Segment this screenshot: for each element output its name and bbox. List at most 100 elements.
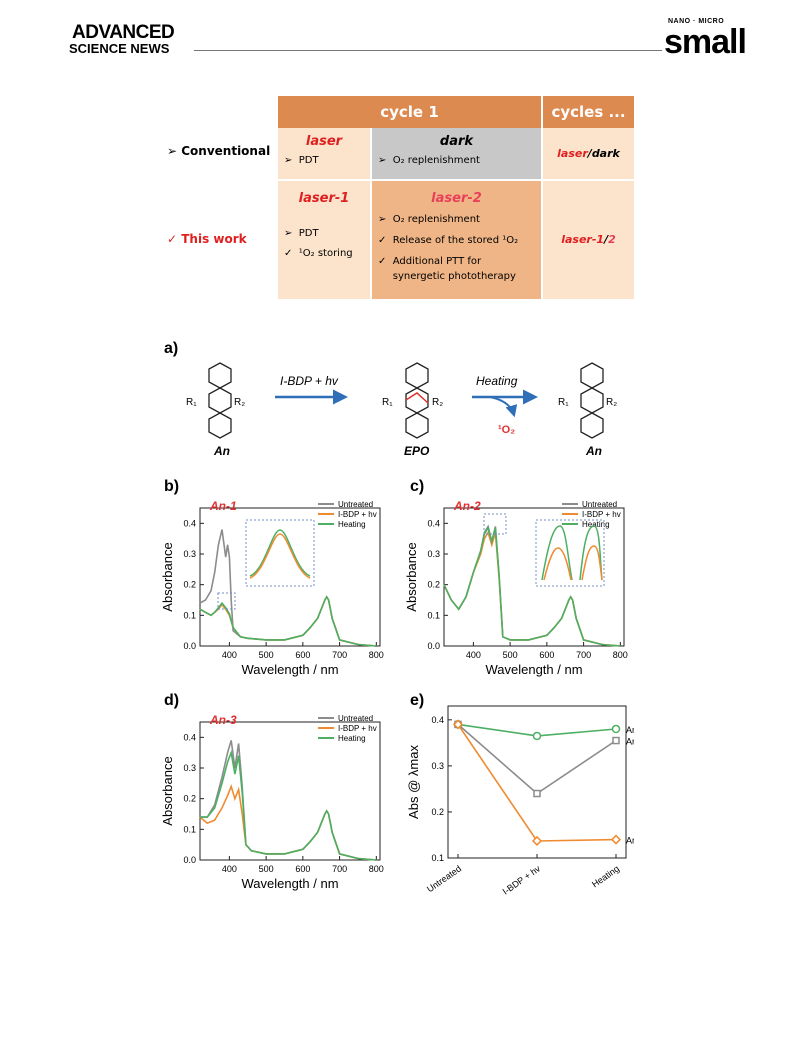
legend-entry: Heating (338, 734, 366, 743)
series-label-an-2: An-2 (626, 725, 634, 735)
y-tick-label: 0.2 (431, 807, 444, 817)
data-point-an-2 (611, 724, 621, 734)
y-tick-label: 0.2 (183, 580, 196, 590)
x-tick-label: 400 (466, 650, 481, 660)
y-tick-label: 0.1 (427, 610, 440, 620)
inset-heating-curve (541, 525, 603, 581)
series-label-an-1: An-1 (626, 836, 634, 846)
x-tick-label: 600 (295, 650, 310, 660)
y-axis-label: Absorbance (160, 542, 175, 611)
laser-2-item-ptt: ✓ Additional PTT for synergetic photothe… (378, 256, 516, 282)
chart-panel-e: 0.1 0.2 0.3 0.4 Untreated I-BDP + hv Heating Ab… (406, 705, 634, 897)
journal-logo-nano-micro: NANO · MICRO (668, 18, 725, 25)
zoom-box (483, 513, 507, 535)
inset-irradiated-curve (249, 533, 311, 579)
header-cycle-1: cycle 1 (278, 96, 541, 128)
cell-laser-2: laser-2 ➢ O₂ replenishment ✓ Release of … (372, 181, 541, 299)
y-tick-label: 0.1 (183, 610, 196, 620)
y-tick-label: 0.0 (427, 641, 440, 651)
x-axis-label: Wavelength / nm (485, 662, 582, 677)
legend-entry: I-BDP + hv (582, 510, 621, 519)
arrow-1-label: I-BDP + hv (280, 374, 339, 388)
journal-logo-science-news: SCIENCE NEWS (69, 41, 170, 56)
plot-frame (199, 721, 381, 861)
r2-label-2: R₂ (432, 397, 443, 408)
series-line-untreated (200, 740, 377, 861)
y-tick-label: 0.3 (183, 549, 196, 559)
data-point-an-1 (610, 834, 622, 845)
header-rule (194, 50, 662, 51)
x-tick-label: 700 (332, 650, 347, 660)
row-label-this-work: ✓ This work (167, 232, 247, 246)
released-singlet-oxygen: ¹O₂ (498, 424, 515, 436)
laser-2-title: laser-2 (431, 191, 482, 206)
x-tick-label: 800 (369, 864, 384, 874)
y-axis-label: Absorbance (160, 756, 175, 825)
series-line-heating (199, 595, 377, 647)
x-tick-label: 400 (222, 864, 237, 874)
x-tick-label: 700 (332, 864, 347, 874)
r2-label-3: R₂ (606, 397, 617, 408)
reaction-scheme: R₁ R₂ An I-BDP + hv R₁ R₂ EPO Heating ¹O… (186, 362, 617, 458)
data-point-an-1 (531, 835, 543, 847)
y-tick-label: 0.2 (183, 794, 196, 804)
y-tick-label: 0.1 (431, 853, 444, 863)
legend-entry: Heating (582, 520, 610, 529)
inset-irradiated-curve (543, 545, 603, 581)
legend-entry: Heating (338, 520, 366, 529)
anthracene-structure-2 (580, 362, 604, 439)
r1-label-1: R₁ (186, 397, 197, 408)
data-point-an-1 (452, 719, 464, 730)
inset-box (245, 519, 315, 587)
x-tick-label: 800 (369, 650, 384, 660)
laser-1-item-pdt: ➢ PDT (284, 228, 319, 239)
legend-entry: Untreated (338, 500, 373, 509)
x-tick-label: 500 (259, 650, 274, 660)
release-arrow (489, 396, 518, 418)
laser-item: ➢ PDT (284, 155, 319, 166)
y-tick-label: 0.4 (183, 518, 196, 528)
plot-frame (199, 507, 381, 647)
x-tick-label: 400 (222, 650, 237, 660)
chart-title: An-1 (209, 499, 237, 513)
laser-title: laser (305, 134, 343, 149)
legend-entry: Untreated (338, 714, 373, 723)
x-tick-label: 600 (295, 864, 310, 874)
cell-cycles-this-work: laser-1/2 (543, 181, 634, 299)
x-tick-label: 700 (576, 650, 591, 660)
legend-entry: I-BDP + hv (338, 724, 377, 733)
dark-item: ➢ O₂ replenishment (378, 155, 480, 166)
cell-cycles-conventional: laser/dark (543, 128, 634, 179)
panel-label-d: d) (164, 692, 180, 709)
cell-laser: laser ➢ PDT (278, 128, 370, 179)
anthracene-structure-1 (208, 362, 232, 439)
panel-label-e: e) (410, 692, 425, 709)
series-line-i-bdp-hv (443, 530, 621, 647)
series-line-untreated (199, 529, 377, 647)
data-point-an-3 (612, 736, 620, 745)
journal-logo-small: small (664, 23, 747, 61)
chart-title: An-3 (209, 713, 237, 727)
series-label-an-3: An-3 (626, 737, 634, 747)
y-tick-label: 0.0 (183, 855, 196, 865)
x-axis-label: Wavelength / nm (241, 876, 338, 891)
panel-label-b: b) (164, 478, 180, 495)
inset-box (535, 519, 605, 587)
molecule-label-epo: EPO (404, 444, 430, 458)
y-axis-label: Absorbance (404, 542, 419, 611)
header-cycles: cycles ... (543, 96, 634, 128)
x-axis-label: Wavelength / nm (241, 662, 338, 677)
dark-title: dark (439, 134, 474, 149)
y-tick-label: 0.3 (427, 549, 440, 559)
x-tick-label: 600 (539, 650, 554, 660)
molecule-label-an-2: An (585, 444, 602, 458)
y-tick-label: 0.3 (183, 763, 196, 773)
x-tick-label: 500 (259, 864, 274, 874)
zoom-box (217, 592, 236, 610)
x-tick-label: Untreated (425, 863, 463, 894)
x-tick-label: 800 (613, 650, 628, 660)
journal-logo-advanced: ADVANCED (72, 22, 175, 43)
laser-2-item-o2: ➢ O₂ replenishment (378, 214, 480, 225)
y-tick-label: 0.1 (183, 824, 196, 834)
x-tick-label: I-BDP + hv (501, 863, 543, 896)
